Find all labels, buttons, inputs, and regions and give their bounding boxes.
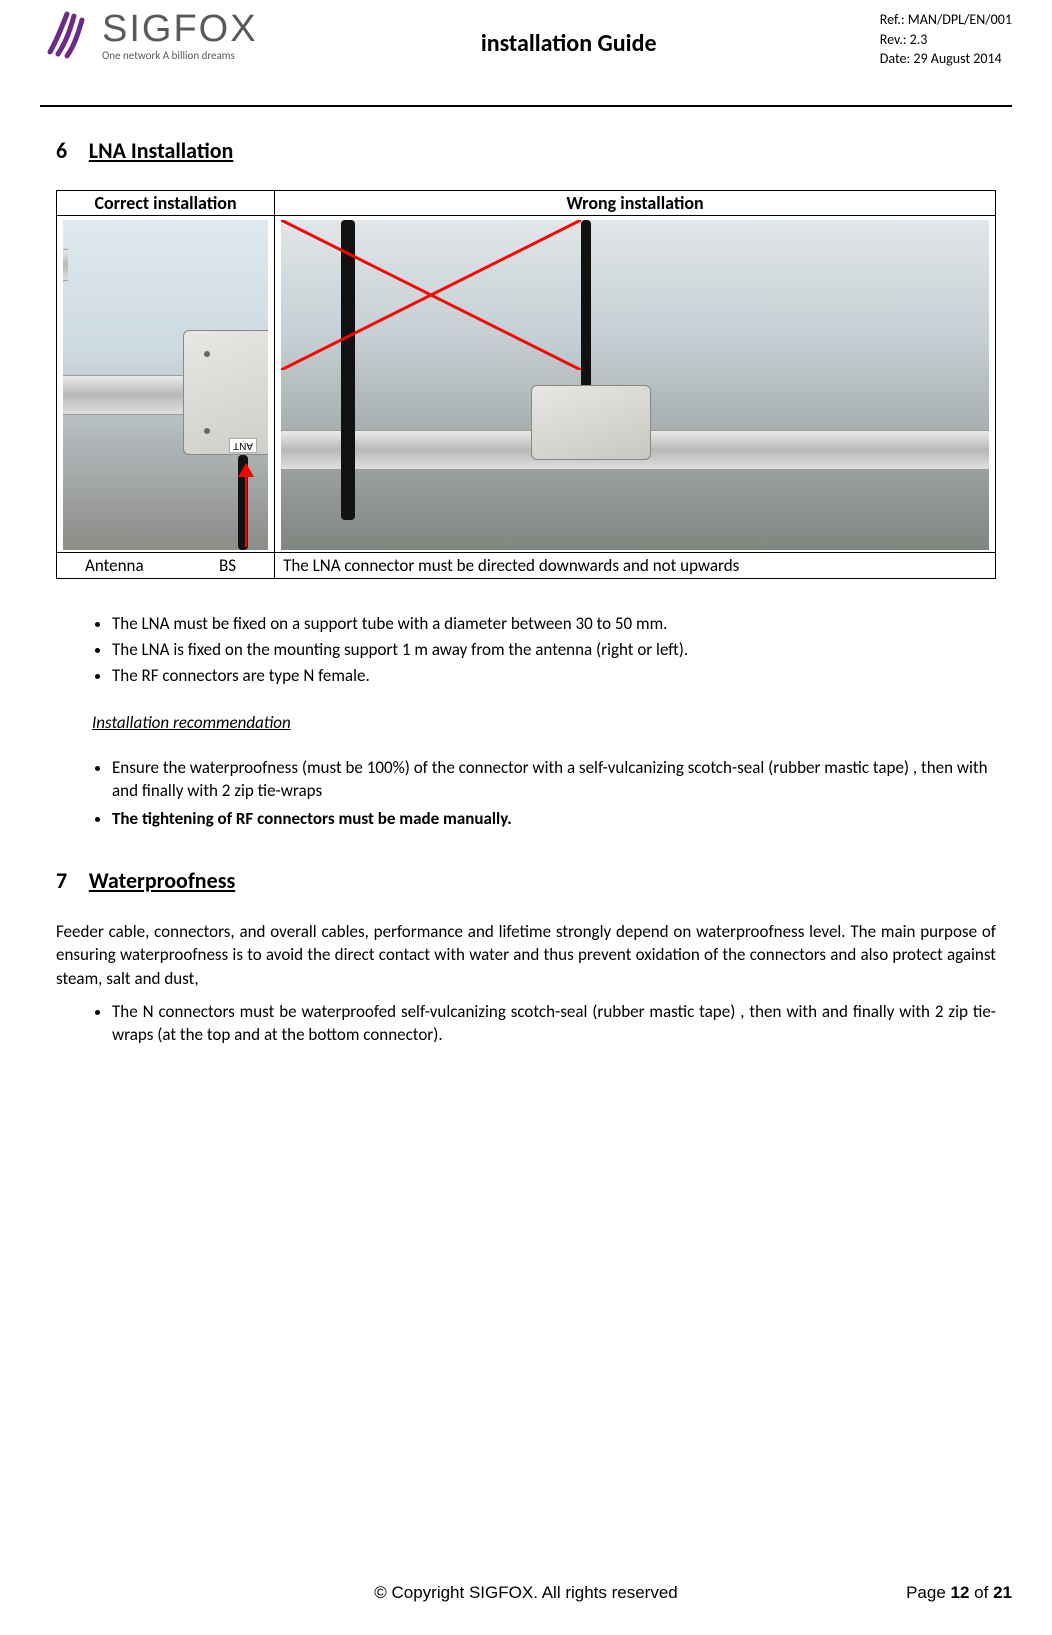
logo-text: SIGFOX	[102, 10, 258, 48]
header-divider	[40, 105, 1012, 107]
list-item: Ensure the waterproofness (must be 100%)…	[112, 757, 1012, 803]
list-item: The RF connectors are type N female.	[112, 665, 1012, 686]
section-7-title: Waterproofness	[89, 867, 235, 894]
correct-caption-cell: Antenna BS	[57, 552, 275, 578]
wrong-image-cell	[275, 215, 996, 552]
section-6-number: 6	[56, 137, 67, 164]
caption-antenna: Antenna	[85, 555, 144, 576]
bold-text: The tightening of RF connectors must be …	[112, 808, 512, 829]
section-6-title: LNA Installation	[89, 137, 234, 164]
document-title: installation Guide	[481, 29, 657, 58]
col-header-correct: Correct installation	[57, 190, 275, 215]
red-arrow-icon	[245, 465, 247, 547]
ant-label: ANT	[229, 438, 257, 453]
footer-copyright: © Copyright SIGFOX. All rights reserved	[40, 1583, 1012, 1603]
logo-tagline: One network A billion dreams	[102, 50, 258, 61]
wrong-caption-cell: The LNA connector must be directed downw…	[275, 552, 996, 578]
doc-date: Date: 29 August 2014	[880, 49, 1012, 69]
section-7-heading: 7 Waterproofness	[56, 867, 1012, 894]
document-meta: Ref.: MAN/DPL/EN/001 Rev.: 2.3 Date: 29 …	[880, 8, 1012, 69]
installation-table: Correct installation Wrong installation …	[56, 190, 996, 579]
logo: SIGFOX One network A billion dreams	[40, 8, 258, 62]
wrong-installation-photo	[281, 220, 989, 550]
recommendation-bullets: Ensure the waterproofness (must be 100%)…	[112, 757, 1012, 831]
installation-recommendation-heading: Installation recommendation	[92, 712, 1012, 733]
caption-bs: BS	[219, 555, 236, 576]
correct-installation-photo: ANT TAP	[63, 220, 268, 550]
list-item: The LNA must be fixed on a support tube …	[112, 613, 1012, 634]
doc-ref: Ref.: MAN/DPL/EN/001	[880, 10, 1012, 30]
wrong-caption-text: The LNA connector must be directed downw…	[283, 555, 739, 576]
col-header-wrong: Wrong installation	[275, 190, 996, 215]
doc-rev: Rev.: 2.3	[880, 30, 1012, 50]
correct-image-cell: ANT TAP	[57, 215, 275, 552]
section-7-bullets: The N connectors must be waterproofed se…	[112, 1000, 996, 1047]
page-header: SIGFOX One network A billion dreams inst…	[40, 0, 1012, 69]
red-x-icon	[281, 220, 581, 370]
section-6-heading: 6 LNA Installation	[56, 137, 1012, 164]
list-item: The LNA is fixed on the mounting support…	[112, 639, 1012, 660]
section-7-number: 7	[56, 867, 67, 894]
section-7-paragraph: Feeder cable, connectors, and overall ca…	[56, 920, 996, 990]
page-footer: © Copyright SIGFOX. All rights reserved …	[40, 1583, 1012, 1603]
list-item: The tightening of RF connectors must be …	[112, 808, 1012, 831]
sigfox-logo-icon	[40, 8, 94, 62]
list-item: The N connectors must be waterproofed se…	[112, 1000, 996, 1047]
section-6-bullets: The LNA must be fixed on a support tube …	[112, 613, 1012, 686]
